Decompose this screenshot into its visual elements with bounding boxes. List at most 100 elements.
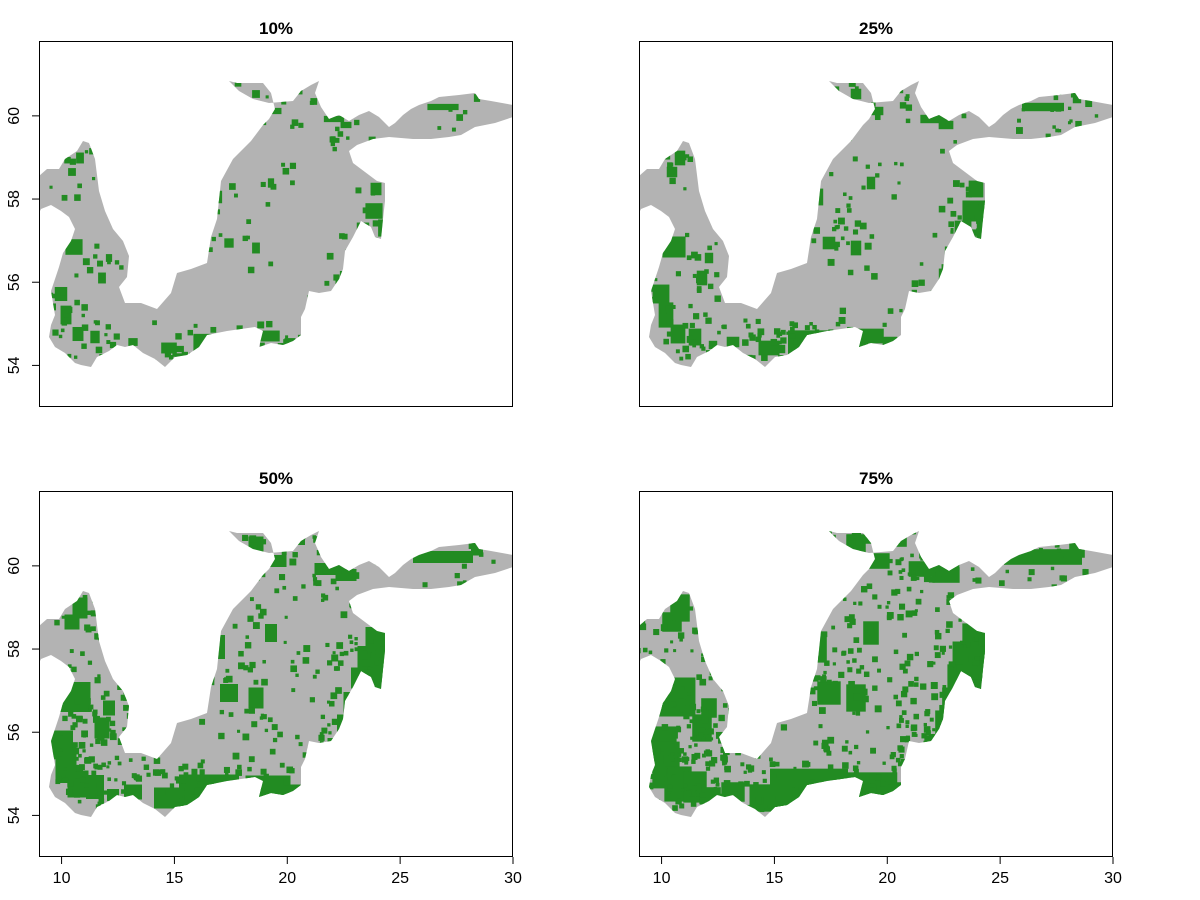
habitat-cell xyxy=(382,697,389,704)
habitat-cell xyxy=(1009,654,1013,658)
habitat-cell xyxy=(333,315,338,321)
habitat-cell xyxy=(229,183,236,190)
habitat-cell xyxy=(284,615,288,619)
habitat-cell xyxy=(63,767,67,771)
habitat-cell xyxy=(1101,572,1108,579)
habitat-cell xyxy=(740,762,745,767)
habitat-cell xyxy=(247,825,251,829)
habitat-cell xyxy=(705,766,711,771)
habitat-cell xyxy=(285,335,289,339)
habitat-cell xyxy=(297,334,303,340)
habitat-cell xyxy=(64,156,71,164)
habitat-cell xyxy=(935,568,940,573)
habitat-cell xyxy=(691,759,696,764)
habitat-cell xyxy=(260,572,266,578)
habitat-cell xyxy=(250,103,258,111)
habitat-cell xyxy=(959,275,967,282)
habitat-cell xyxy=(399,667,406,674)
panel-title: 10% xyxy=(259,19,293,38)
habitat-cell xyxy=(661,251,666,255)
habitat-cell xyxy=(877,604,882,609)
habitat-cell xyxy=(650,809,656,815)
habitat-cell xyxy=(853,693,861,701)
habitat-cell xyxy=(367,749,375,757)
habitat-cell xyxy=(362,650,368,655)
habitat-cell xyxy=(911,570,916,575)
habitat-cell xyxy=(1064,81,1069,84)
habitat-patch xyxy=(265,555,287,567)
habitat-cell xyxy=(863,501,869,507)
habitat-cell xyxy=(945,628,950,634)
y-tick-label: 58 xyxy=(6,640,23,658)
habitat-cell xyxy=(846,203,851,208)
habitat-cell xyxy=(966,791,973,798)
habitat-cell xyxy=(696,793,700,797)
habitat-cell xyxy=(95,730,99,734)
habitat-cell xyxy=(690,649,694,653)
habitat-cell xyxy=(909,322,915,328)
habitat-cell xyxy=(828,335,834,341)
habitat-cell xyxy=(939,551,946,558)
habitat-cell xyxy=(653,145,661,153)
habitat-cell xyxy=(849,784,854,789)
habitat-cell xyxy=(223,766,230,773)
habitat-cell xyxy=(273,87,279,93)
habitat-cell xyxy=(818,724,823,729)
habitat-cell xyxy=(312,573,316,578)
habitat-cell xyxy=(721,349,727,355)
habitat-patch xyxy=(652,284,670,304)
plot-frame xyxy=(39,41,513,407)
habitat-cell xyxy=(42,765,50,772)
habitat-patch xyxy=(284,338,296,346)
habitat-cell xyxy=(198,640,203,644)
habitat-cell xyxy=(670,640,674,644)
habitat-cell xyxy=(858,601,863,606)
habitat-cell xyxy=(352,726,356,730)
habitat-cell xyxy=(203,791,208,796)
habitat-patch xyxy=(345,249,351,265)
habitat-cell xyxy=(869,773,877,781)
habitat-cell xyxy=(209,675,215,681)
habitat-cell xyxy=(681,788,685,792)
habitat-cell xyxy=(260,787,266,793)
habitat-cell xyxy=(330,692,338,700)
habitat-cell xyxy=(277,731,283,738)
habitat-cell xyxy=(816,655,821,661)
habitat-cell xyxy=(910,299,916,305)
habitat-patch xyxy=(774,344,786,354)
habitat-cell xyxy=(215,209,221,215)
habitat-cell xyxy=(945,121,950,126)
habitat-cell xyxy=(972,679,980,687)
habitat-cell xyxy=(310,98,318,105)
habitat-cell xyxy=(281,354,289,361)
habitat-cell xyxy=(948,221,955,228)
habitat-cell xyxy=(856,249,860,253)
habitat-cell xyxy=(658,217,663,222)
habitat-cell xyxy=(88,708,92,712)
habitat-cell xyxy=(761,770,766,775)
habitat-cell xyxy=(128,758,133,762)
habitat-cell xyxy=(985,671,990,676)
habitat-cell xyxy=(152,320,157,326)
habitat-cell xyxy=(1016,662,1021,667)
habitat-patch xyxy=(57,682,91,712)
habitat-cell xyxy=(108,728,112,732)
habitat-patch xyxy=(802,340,866,356)
habitat-cell xyxy=(55,779,61,785)
habitat-cell xyxy=(995,686,1002,693)
habitat-cell xyxy=(818,707,826,714)
habitat-cell xyxy=(931,801,936,806)
habitat-cell xyxy=(383,690,388,695)
habitat-cell xyxy=(121,789,126,794)
habitat-patch xyxy=(968,180,984,198)
habitat-cell xyxy=(100,695,106,700)
habitat-cell xyxy=(727,815,733,817)
habitat-cell xyxy=(256,829,261,834)
habitat-cell xyxy=(925,816,932,817)
habitat-cell xyxy=(965,237,970,243)
habitat-cell xyxy=(1029,508,1033,512)
habitat-cell xyxy=(213,634,221,642)
habitat-cell xyxy=(97,260,103,267)
habitat-cell xyxy=(852,711,856,715)
habitat-cell xyxy=(902,632,908,638)
